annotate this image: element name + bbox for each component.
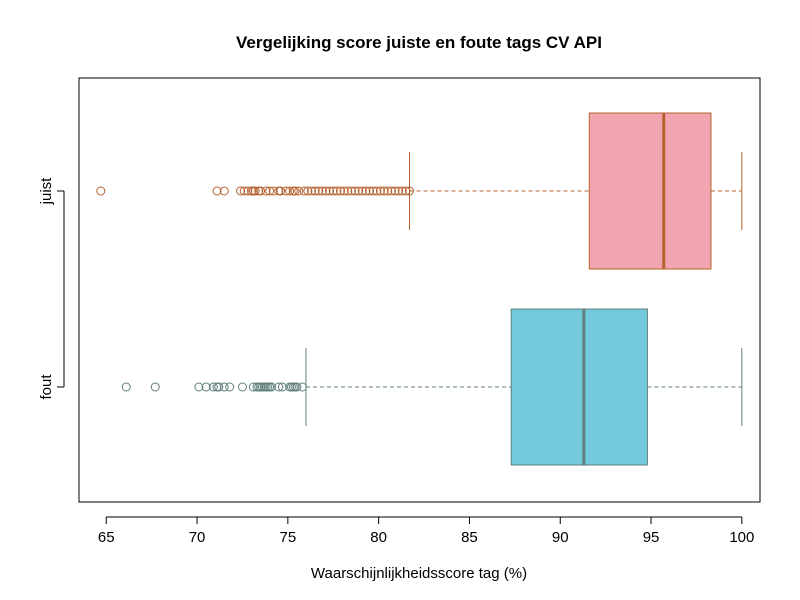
outlier-point	[266, 382, 276, 392]
outlier-point	[325, 186, 335, 196]
outlier-point	[277, 382, 287, 392]
outlier-point	[243, 186, 253, 196]
outlier-point	[328, 186, 338, 196]
outlier-point	[276, 186, 286, 196]
outlier-point	[225, 382, 235, 392]
outlier-point	[368, 186, 378, 196]
outlier-point	[214, 382, 224, 392]
outlier-point	[219, 382, 229, 392]
outlier-point	[194, 382, 204, 392]
x-tick-label: 100	[729, 529, 754, 546]
x-tick-label: 80	[370, 529, 387, 546]
outlier-point	[306, 186, 316, 196]
outlier-point	[336, 186, 346, 196]
outlier-point	[292, 382, 302, 392]
box-fout	[510, 308, 648, 466]
outlier-point	[294, 186, 304, 196]
outlier-point	[310, 186, 320, 196]
y-tick-label-fout: fout	[38, 374, 55, 400]
outlier-point	[386, 186, 396, 196]
outlier-point	[397, 186, 407, 196]
outlier-point	[390, 186, 400, 196]
outlier-point	[248, 382, 258, 392]
y-axis: fout juist	[38, 177, 65, 400]
outlier-point	[394, 186, 404, 196]
outlier-point	[150, 382, 160, 392]
outlier-point	[379, 186, 389, 196]
outlier-point	[236, 186, 246, 196]
outlier-point	[121, 382, 131, 392]
outlier-point	[261, 186, 271, 196]
y-tick-label-juist: juist	[38, 177, 55, 206]
outlier-point	[346, 186, 356, 196]
outlier-point	[281, 186, 291, 196]
outlier-point	[383, 186, 393, 196]
box-group-juist	[96, 112, 743, 270]
outlier-point	[239, 186, 249, 196]
outlier-point	[321, 186, 331, 196]
outlier-point	[317, 186, 327, 196]
outlier-point	[350, 186, 360, 196]
outlier-point	[212, 186, 222, 196]
outlier-point	[250, 186, 260, 196]
outlier-point	[201, 382, 211, 392]
outlier-point	[219, 186, 229, 196]
outlier-point	[361, 186, 371, 196]
x-tick-label: 95	[643, 529, 660, 546]
outlier-point	[290, 186, 300, 196]
x-tick-label: 75	[279, 529, 296, 546]
outlier-point	[274, 382, 284, 392]
box-group-fout	[121, 308, 743, 466]
outlier-point	[375, 186, 385, 196]
outlier-point	[256, 186, 266, 196]
chart-title: Vergelijking score juiste en foute tags …	[236, 33, 602, 52]
outlier-point	[314, 186, 324, 196]
outlier-point	[268, 186, 278, 196]
outlier-point	[96, 186, 106, 196]
outlier-point	[265, 186, 275, 196]
outlier-point	[365, 186, 375, 196]
outlier-point	[339, 186, 349, 196]
x-tick-label: 65	[98, 529, 115, 546]
x-axis: 65 70 75 80 85 90 95 100	[98, 516, 754, 546]
outlier-point	[208, 382, 218, 392]
x-axis-label: Waarschijnlijkheidsscore tag (%)	[311, 565, 527, 582]
plot-frame	[78, 77, 761, 503]
outlier-point	[285, 186, 295, 196]
x-tick-label: 85	[461, 529, 478, 546]
outlier-point	[303, 186, 313, 196]
outlier-point	[354, 186, 364, 196]
boxes	[96, 112, 743, 466]
outlier-point	[237, 382, 247, 392]
x-tick-label: 90	[552, 529, 569, 546]
x-tick-label: 70	[189, 529, 206, 546]
outlier-point	[357, 186, 367, 196]
outlier-point	[332, 186, 342, 196]
outlier-point	[343, 186, 353, 196]
outlier-point	[299, 186, 309, 196]
box-juist	[588, 112, 712, 270]
outlier-point	[372, 186, 382, 196]
